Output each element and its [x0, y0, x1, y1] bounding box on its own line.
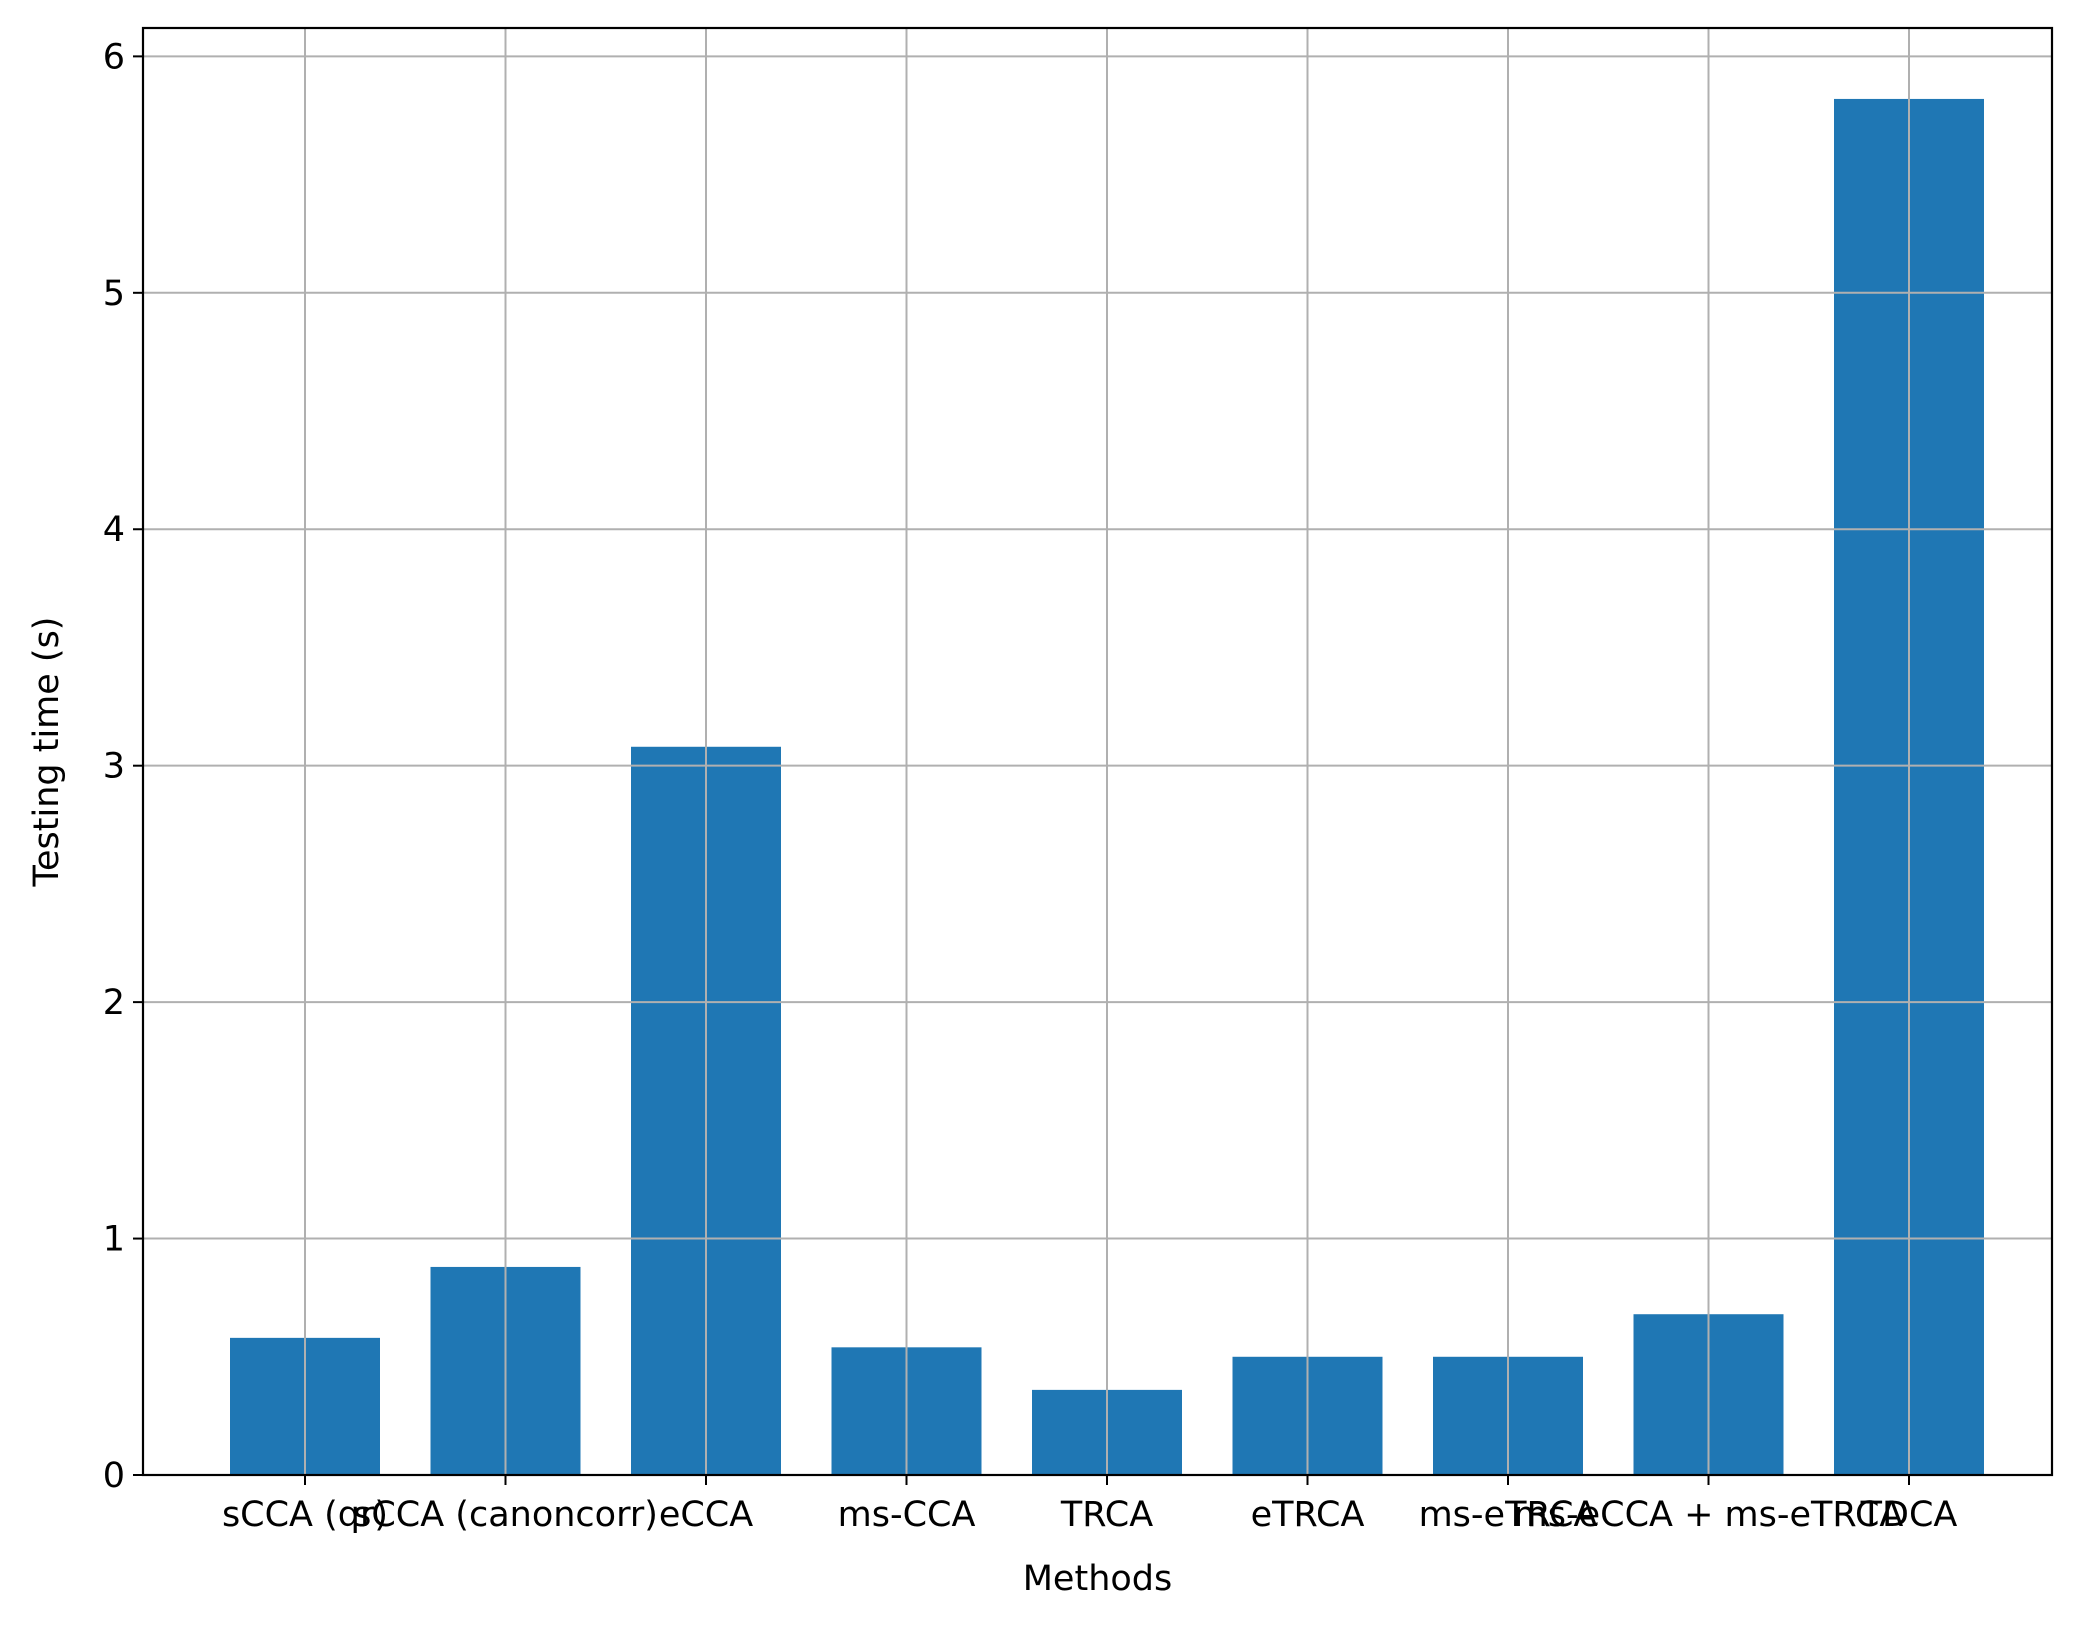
y-tick-label-4: 4 — [103, 510, 125, 550]
x-tick-label-0: sCCA (qr) — [222, 1495, 388, 1535]
x-axis-label: Methods — [1023, 1559, 1173, 1599]
y-tick-label-6: 6 — [103, 37, 125, 77]
x-tick-label-4: TRCA — [1060, 1495, 1153, 1535]
plot-frame — [141, 26, 2054, 1477]
x-tick-label-5: eTRCA — [1251, 1495, 1365, 1535]
x-tick-label-6: ms-eTRCA — [1419, 1495, 1598, 1535]
x-axis-ticks: sCCA (qr)sCCA (canoncorr) eCCA ms-CCA TRCA e… — [222, 1475, 1957, 1535]
y-tick-label-5: 5 — [103, 274, 125, 314]
grid-front-layer — [143, 28, 2052, 1476]
y-tick-label-0: 0 — [103, 1456, 125, 1496]
y-axis-label: Testing time (s) — [27, 617, 67, 888]
y-axis-ticks: 0 1 2 3 4 5 6 — [103, 37, 143, 1496]
y-tick-label-3: 3 — [103, 747, 125, 787]
x-tick-label-1: sCCA (canoncorr) — [353, 1495, 658, 1535]
x-tick-label-3: ms-CCA — [838, 1495, 976, 1535]
y-tick-label-1: 1 — [103, 1220, 125, 1260]
x-tick-label-2: eCCA — [659, 1495, 753, 1535]
x-tick-label-7: ms-eCCA + ms-eTRCA — [1514, 1495, 1904, 1535]
y-tick-label-2: 2 — [103, 983, 125, 1023]
x-tick-label-8: TDCA — [1860, 1495, 1958, 1535]
